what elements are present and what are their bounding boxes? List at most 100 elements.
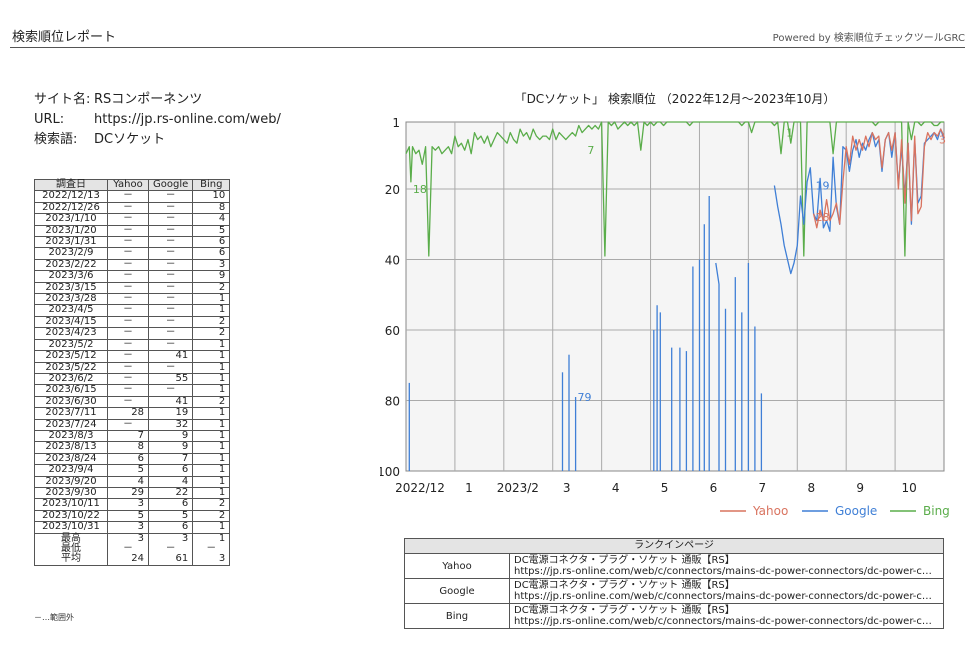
x-tick-label: 2022/12 — [395, 481, 445, 495]
survey-date: 2023/2/9 — [34, 247, 108, 260]
google-rank: 41 — [147, 350, 194, 363]
table-row: 2022/12/13 －－ 10 — [34, 190, 231, 203]
bing-rank: 1 — [192, 441, 231, 454]
survey-date: 2023/4/5 — [34, 304, 108, 317]
yahoo-rank: － — [107, 327, 149, 340]
survey-date: 2023/3/15 — [34, 281, 108, 295]
end-data-label: 3 — [939, 134, 946, 147]
table-row: 2023/3/28 －－ 1 — [34, 293, 231, 306]
landing-table: ランクインページ Yahoo DC電源コネクタ・プラグ・ソケット 通販【RS】 ht… — [404, 538, 944, 629]
keyword-row: 検索語: DCソケット — [34, 130, 281, 150]
google-rank: 19 — [147, 407, 194, 420]
table-row: 2023/1/20 －－ 5 — [34, 224, 231, 238]
landing-page-title[interactable]: DC電源コネクタ・プラグ・ソケット 通販【RS】 — [514, 605, 735, 616]
survey-date: 2023/6/30 — [34, 395, 108, 409]
bing-rank: 2 — [192, 509, 231, 523]
landing-engine: Google — [404, 578, 510, 604]
survey-date: 2023/4/23 — [34, 327, 108, 340]
survey-date: 2023/9/4 — [34, 464, 108, 477]
bing-rank: 2 — [192, 327, 231, 340]
yahoo-rank: 8 — [107, 441, 149, 454]
stat-row: 平均 24 61 3 — [34, 554, 231, 566]
x-tick-label: 3 — [563, 481, 571, 495]
bing-rank: 3 — [192, 258, 231, 272]
bing-rank: 2 — [192, 498, 231, 511]
survey-date: 2023/10/22 — [34, 509, 108, 523]
bing-stat: － — [192, 543, 231, 555]
google-rank: － — [147, 315, 194, 329]
yahoo-rank: － — [107, 213, 149, 226]
landing-header: ランクインページ — [404, 538, 944, 554]
yahoo-rank: － — [107, 338, 149, 352]
landing-page: DC電源コネクタ・プラグ・ソケット 通販【RS】 https://jp.rs-on… — [509, 578, 944, 604]
bing-legend-label: Bing — [923, 504, 950, 518]
google-rank: 9 — [147, 441, 194, 454]
chart-title: 「DCソケット」 検索順位 （2022年12月～2023年10月） — [514, 92, 836, 106]
site-name-label: サイト名: — [34, 92, 91, 107]
google-rank: － — [147, 361, 194, 374]
bing-rank: 10 — [192, 190, 231, 203]
survey-date: 2023/5/12 — [34, 350, 108, 363]
survey-date: 2023/3/6 — [34, 270, 108, 283]
landing-page-url[interactable]: https://jp.rs-online.com/web/c/connector… — [514, 591, 938, 602]
yahoo-rank: － — [107, 258, 149, 272]
google-data-label: 19 — [816, 179, 830, 192]
yahoo-rank: － — [107, 418, 149, 431]
google-rank: 32 — [147, 418, 194, 431]
google-rank: － — [147, 270, 194, 283]
survey-date: 2023/10/31 — [34, 521, 108, 534]
bing-rank: 6 — [192, 247, 231, 260]
yahoo-rank: 29 — [107, 486, 149, 500]
bing-rank: 4 — [192, 213, 231, 226]
keyword: DCソケット — [94, 132, 166, 147]
bing-rank: 9 — [192, 270, 231, 283]
google-rank: 9 — [147, 429, 194, 443]
site-url-row: URL: https://jp.rs-online.com/web/ — [34, 110, 281, 130]
google-rank: － — [147, 247, 194, 260]
table-row: 2023/2/22 －－ 3 — [34, 258, 231, 272]
survey-date: 2023/2/22 — [34, 258, 108, 272]
table-row: 2023/8/3 7 9 1 — [34, 429, 231, 443]
bing-rank: 2 — [192, 315, 231, 329]
x-tick-label: 1 — [465, 481, 473, 495]
survey-date: 2023/9/20 — [34, 475, 108, 488]
rank-chart: 2022/12 1 2023/2 3 4 5 6 7 8 9 10 1 20 40 60 80 100 28 79 1… — [380, 116, 950, 518]
bing-rank: 2 — [192, 281, 231, 295]
bing-rank: 1 — [192, 372, 231, 386]
yahoo-rank: － — [107, 224, 149, 238]
table-row: 2023/7/11 28 19 1 — [34, 407, 231, 420]
google-rank: 55 — [147, 372, 194, 386]
keyword-label: 検索語: — [34, 132, 78, 147]
yahoo-rank: － — [107, 304, 149, 317]
survey-date: 2023/7/24 — [34, 418, 108, 431]
bing-rank: 1 — [192, 338, 231, 352]
survey-date: 2023/9/30 — [34, 486, 108, 500]
landing-page-title[interactable]: DC電源コネクタ・プラグ・ソケット 通販【RS】 — [514, 555, 735, 566]
landing-page-title[interactable]: DC電源コネクタ・プラグ・ソケット 通販【RS】 — [514, 580, 735, 591]
y-tick-label: 40 — [385, 253, 400, 267]
bing-rank: 1 — [192, 350, 231, 363]
bing-series-line — [405, 121, 944, 257]
google-rank: － — [147, 213, 194, 226]
google-rank: － — [147, 236, 194, 249]
google-rank: － — [147, 190, 194, 203]
x-tick-label: 2023/2 — [497, 481, 539, 495]
powered-by: Powered by 検索順位チェックツールGRC — [772, 33, 965, 44]
google-rank: － — [147, 281, 194, 295]
landing-page: DC電源コネクタ・プラグ・ソケット 通販【RS】 https://jp.rs-on… — [509, 553, 944, 579]
bing-rank: 1 — [192, 304, 231, 317]
landing-page-url[interactable]: https://jp.rs-online.com/web/c/connector… — [514, 566, 938, 577]
y-tick-label: 60 — [385, 324, 400, 338]
survey-date: 2023/3/28 — [34, 293, 108, 306]
landing-page-url[interactable]: https://jp.rs-online.com/web/c/connector… — [514, 616, 938, 627]
yahoo-rank: － — [107, 236, 149, 249]
survey-date: 2022/12/26 — [34, 201, 108, 215]
rank-table-header: 調査日 Yahoo Google Bing — [34, 178, 231, 192]
yahoo-rank: 3 — [107, 498, 149, 511]
out-of-range-note: －…範囲外 — [34, 613, 74, 622]
stat-label: 平均 — [34, 554, 108, 566]
survey-date: 2022/12/13 — [34, 190, 108, 203]
col-bing: Bing — [192, 178, 231, 192]
table-row: 2023/4/5 －－ 1 — [34, 304, 231, 317]
x-tick-label: 4 — [612, 481, 620, 495]
